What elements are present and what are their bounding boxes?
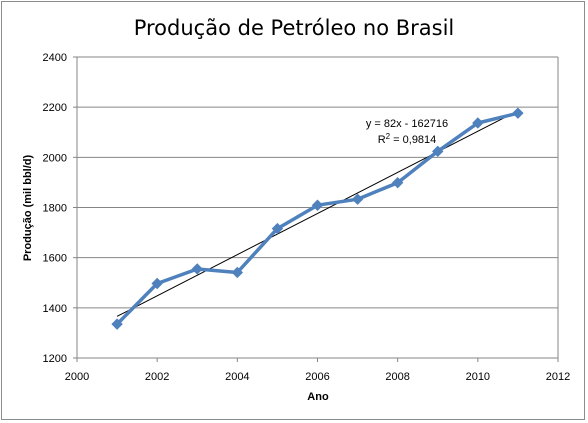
data-point-marker — [191, 263, 203, 275]
data-point-marker — [432, 145, 444, 158]
trendline-equation: y = 82x - 162716 — [366, 118, 448, 130]
axes-layer: 1200 1400 1600 1800 2000 2200 2400 2000 2002 2004… — [43, 52, 571, 383]
x-tick-label: 2002 — [145, 371, 169, 383]
r-squared-label: R2 = 0,9814 — [378, 132, 437, 146]
y-tick-label: 1800 — [43, 203, 67, 215]
data-point-marker — [351, 193, 364, 205]
x-tick-label: 2006 — [305, 371, 329, 383]
data-point-marker — [311, 199, 324, 211]
data-point-marker — [472, 117, 484, 129]
y-tick-label: 2200 — [43, 102, 67, 114]
x-tick-label: 2000 — [65, 371, 89, 383]
x-tick-label: 2008 — [385, 371, 409, 383]
data-point-marker — [512, 107, 524, 119]
r-squared-value: = 0,9814 — [390, 134, 436, 146]
y-tick-label: 1600 — [43, 253, 67, 265]
x-tick-label: 2004 — [225, 371, 249, 383]
series-layer — [111, 107, 524, 330]
x-axis-label: Ano — [307, 391, 329, 403]
data-point-marker — [391, 176, 404, 189]
y-axis-label: Produção (mil bbl/d) — [22, 155, 34, 262]
r-squared-symbol: R — [378, 134, 386, 146]
y-tick-label: 2400 — [43, 52, 67, 64]
y-tick-label: 1400 — [43, 303, 67, 315]
series-line — [115, 111, 519, 326]
data-point-marker — [151, 277, 163, 290]
y-tick-label: 1200 — [43, 353, 67, 365]
data-point-marker — [111, 318, 123, 330]
trendline-layer — [116, 110, 519, 317]
x-tick-label: 2010 — [466, 371, 490, 383]
trendline — [116, 110, 519, 317]
data-point-marker — [231, 266, 244, 279]
chart-title: Produção de Petróleo no Brasil — [134, 16, 455, 40]
y-tick-label: 2000 — [43, 152, 67, 164]
x-tick-label: 2012 — [546, 371, 570, 383]
data-point-marker — [271, 222, 284, 235]
r-squared-superscript: 2 — [386, 132, 391, 141]
